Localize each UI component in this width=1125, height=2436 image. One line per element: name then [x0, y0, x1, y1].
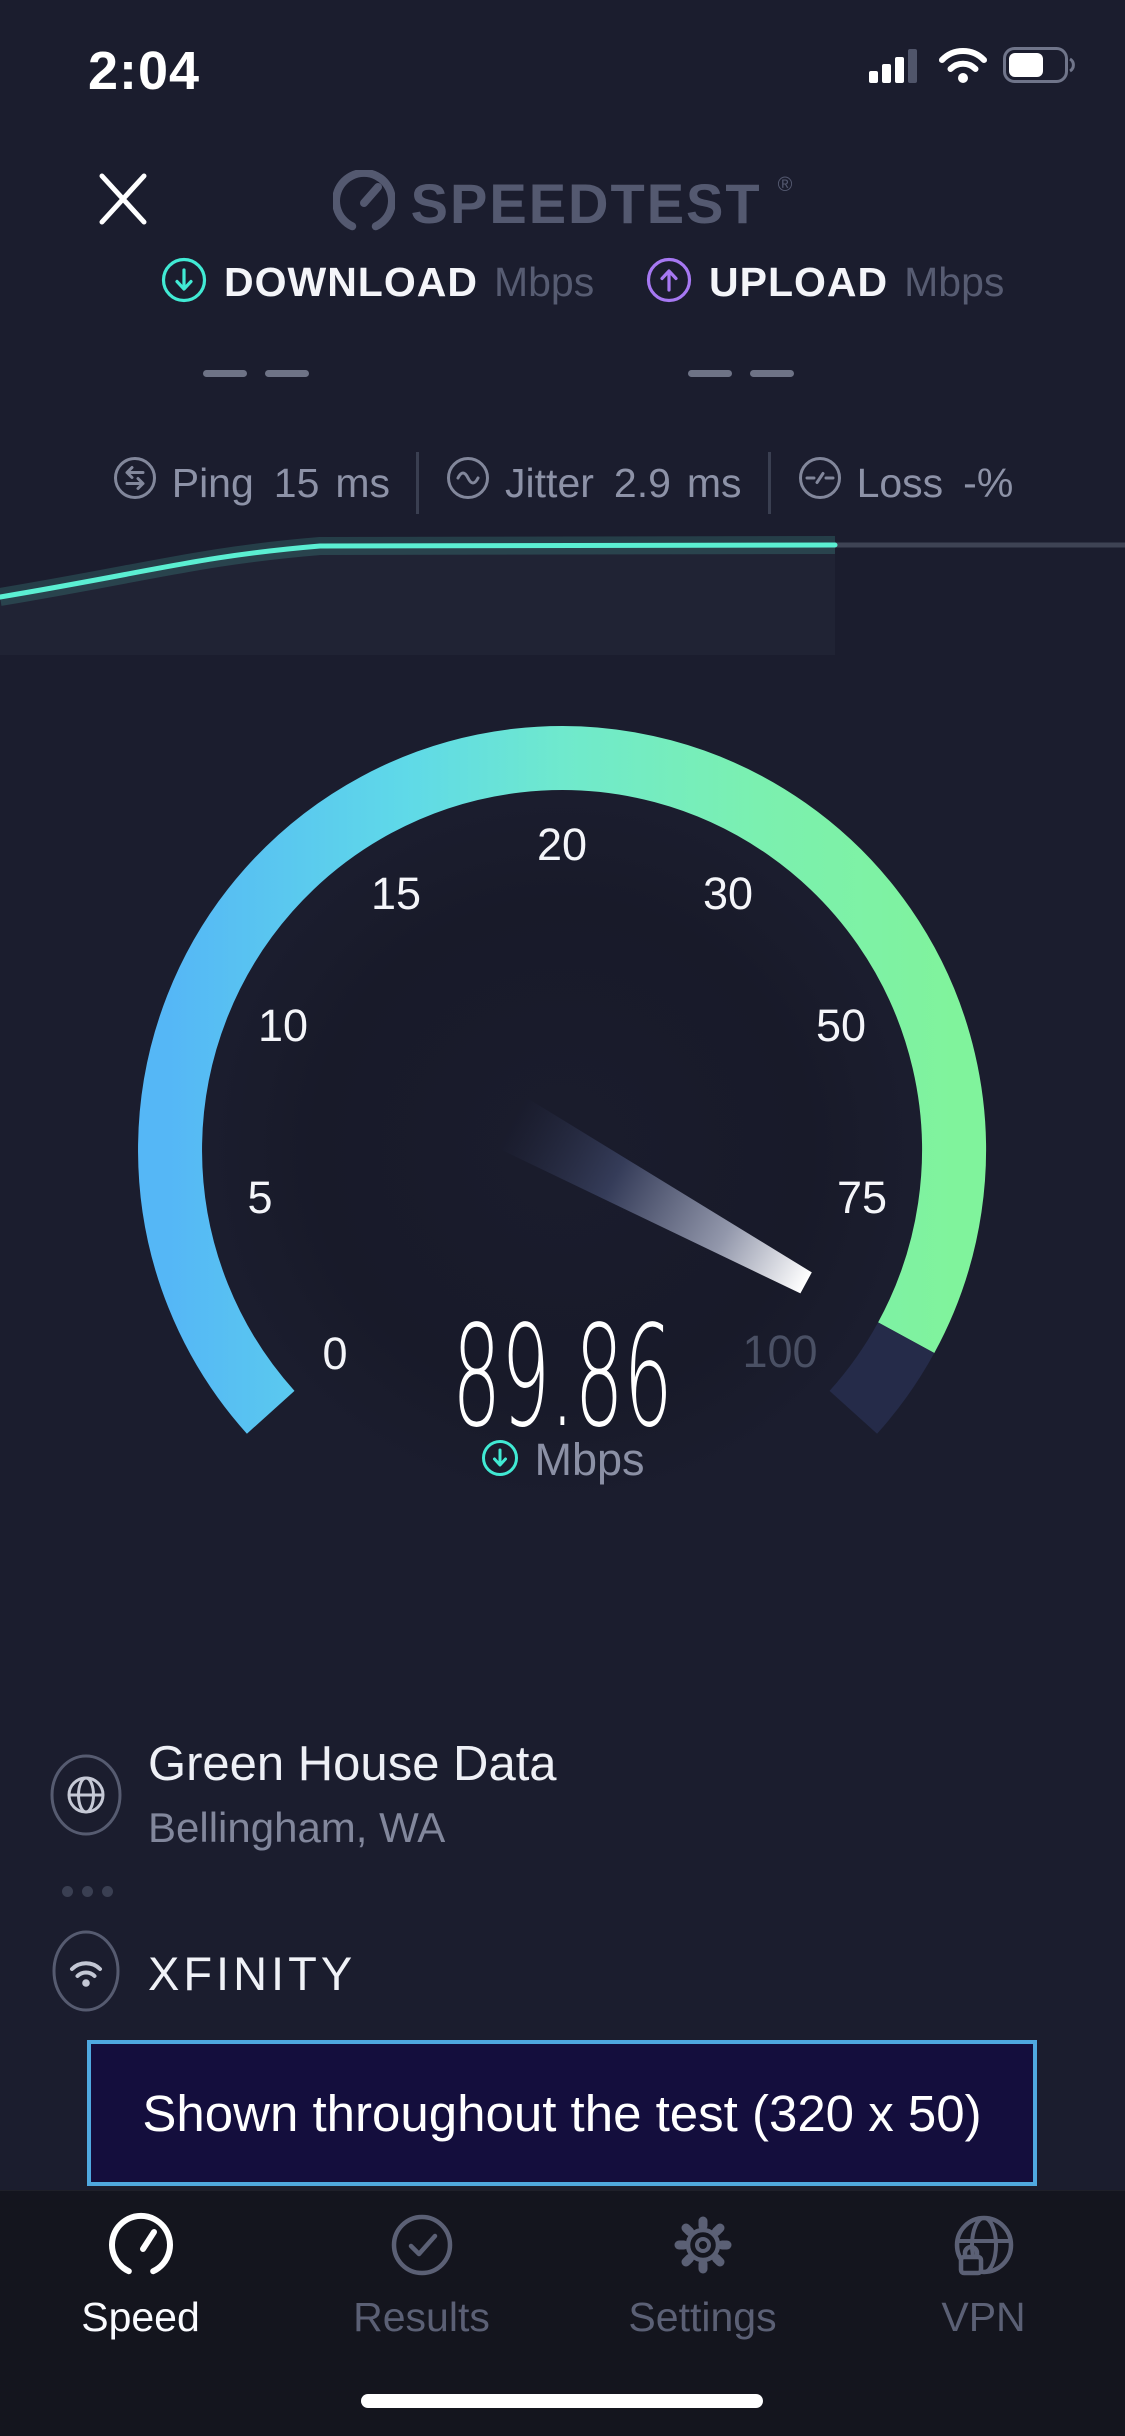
- results-check-icon: [281, 2207, 562, 2288]
- gauge-tick-10: 10: [257, 1000, 309, 1051]
- current-speed-readout: 89.86: [0, 1308, 1125, 1448]
- speedtest-gauge-logo-icon: [331, 168, 396, 237]
- registered-trademark: ®: [777, 174, 793, 196]
- speedtest-logo: SPEEDTEST ®: [0, 168, 1125, 237]
- download-metric-header: DOWNLOAD Mbps: [160, 256, 594, 309]
- speed-gauge: [138, 726, 987, 1502]
- jitter-unit: ms: [686, 459, 742, 506]
- download-label: DOWNLOAD: [224, 259, 478, 305]
- latency-stats-row: Ping 15 ms Jitter 2.9 ms L: [0, 452, 1125, 514]
- home-indicator[interactable]: [361, 2394, 763, 2408]
- upload-label: UPLOAD: [709, 259, 889, 305]
- gauge-tick-20: 20: [536, 819, 588, 870]
- loss-value: -%: [963, 459, 1014, 506]
- isp-name: XFINITY: [148, 1947, 357, 2000]
- ping-stat: Ping 15 ms: [112, 455, 390, 511]
- ping-value: 15: [273, 459, 320, 506]
- gauge-needle: [497, 1096, 812, 1294]
- tab-settings-label: Settings: [628, 2294, 777, 2340]
- jitter-label: Jitter: [505, 459, 594, 506]
- stat-divider: [767, 452, 771, 514]
- logo-text: SPEEDTEST: [410, 172, 762, 235]
- tab-speed-label: Speed: [81, 2294, 200, 2340]
- current-speed-unit: Mbps: [534, 1434, 645, 1485]
- packet-loss-icon: [797, 455, 843, 511]
- ping-unit: ms: [335, 459, 391, 506]
- tab-settings[interactable]: Settings: [562, 2191, 843, 2381]
- current-speed-unit-row: Mbps: [0, 1434, 1125, 1486]
- gauge-tick-5: 5: [247, 1172, 273, 1223]
- current-speed-value: 89.86: [452, 1296, 673, 1459]
- upload-metric-header: UPLOAD Mbps: [645, 256, 1004, 309]
- ad-banner[interactable]: Shown throughout the test (320 x 50): [87, 2040, 1037, 2186]
- ping-label: Ping: [171, 459, 254, 506]
- tab-results-label: Results: [353, 2294, 490, 2340]
- loss-label: Loss: [856, 459, 944, 506]
- isp-wifi-icon: [50, 1928, 122, 2019]
- upload-value-placeholder: [688, 370, 794, 377]
- jitter-value: 2.9: [613, 459, 671, 506]
- ad-banner-text: Shown throughout the test (320 x 50): [142, 2084, 982, 2142]
- tab-vpn[interactable]: VPN: [843, 2191, 1124, 2381]
- upload-unit: Mbps: [904, 259, 1005, 305]
- gear-icon: [562, 2207, 843, 2288]
- stat-divider: [416, 452, 420, 514]
- server-name[interactable]: Green House Data: [148, 1737, 557, 1791]
- upload-arrow-icon: [645, 256, 693, 309]
- close-button[interactable]: [90, 166, 156, 232]
- loss-stat: Loss -%: [797, 455, 1014, 511]
- tab-speed[interactable]: Speed: [0, 2191, 281, 2381]
- cellular-signal-icon: [869, 47, 923, 88]
- gauge-tick-100: 100: [742, 1326, 818, 1377]
- server-globe-icon[interactable]: [48, 1752, 124, 1843]
- gauge-tick-15: 15: [370, 868, 422, 919]
- gauge-tick-0: 0: [322, 1328, 348, 1379]
- server-location: Bellingham, WA: [148, 1804, 446, 1851]
- jitter-icon: [445, 455, 491, 511]
- status-bar-time: 2:04: [88, 41, 201, 101]
- gauge-tick-30: 30: [702, 868, 754, 919]
- server-options-ellipsis[interactable]: [62, 1886, 113, 1897]
- gauge-tick-75: 75: [836, 1172, 888, 1223]
- tab-results[interactable]: Results: [281, 2191, 562, 2381]
- wifi-icon: [937, 46, 989, 89]
- speedometer-icon: [0, 2207, 281, 2288]
- status-bar-icons: [869, 46, 1077, 89]
- download-sparkline-chart: [0, 536, 1125, 655]
- download-arrow-small-icon: [480, 1438, 520, 1483]
- close-icon: [99, 173, 147, 225]
- gauge-remainder-arc: [829, 1321, 935, 1434]
- download-arrow-icon: [160, 256, 208, 309]
- battery-icon: [1003, 47, 1077, 88]
- tab-vpn-label: VPN: [941, 2294, 1026, 2340]
- download-value-placeholder: [203, 370, 309, 377]
- gauge-tick-50: 50: [815, 1000, 867, 1051]
- vpn-globe-lock-icon: [843, 2207, 1124, 2288]
- gauge-progress-arc: [138, 726, 987, 1434]
- ping-icon: [112, 455, 158, 511]
- download-unit: Mbps: [493, 259, 595, 305]
- jitter-stat: Jitter 2.9 ms: [445, 455, 742, 511]
